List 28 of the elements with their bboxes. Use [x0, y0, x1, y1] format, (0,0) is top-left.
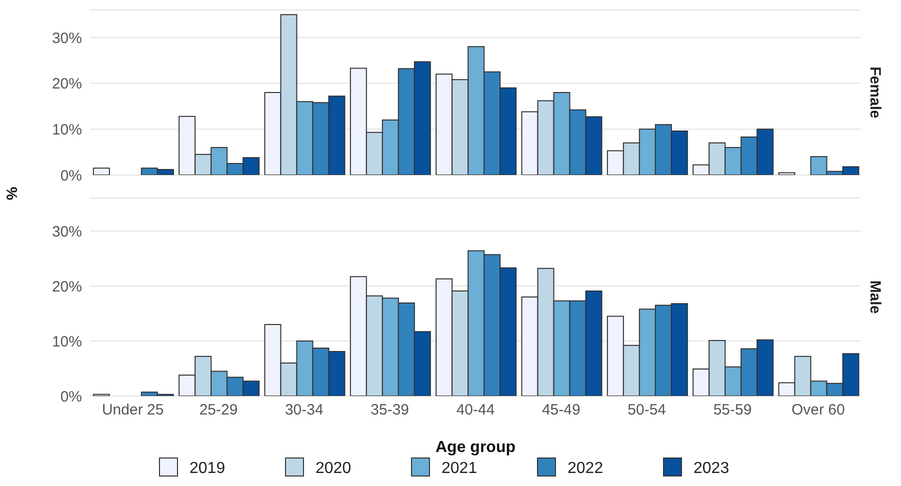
y-tick-label: 30% [52, 223, 82, 240]
legend-label: 2021 [442, 460, 478, 477]
y-tick-label: 20% [52, 76, 82, 93]
text: Male [866, 280, 884, 314]
y-tick-label: 10% [52, 121, 82, 138]
y-tick-label: 10% [52, 333, 82, 350]
y-tick-label: 30% [52, 30, 82, 47]
bar [778, 172, 796, 175]
x-tick-label: Under 25 [102, 402, 164, 419]
x-tick-label: 30-34 [284, 402, 324, 419]
y-tick-label: 0% [60, 167, 82, 184]
bar [92, 168, 110, 175]
x-tick-label: 35-39 [370, 402, 410, 419]
y-tick-label: 20% [52, 278, 82, 296]
legend-label: 2020 [316, 460, 352, 477]
x-axis-title: Age group [436, 439, 516, 456]
y-tick-label: 0% [60, 388, 82, 406]
x-tick-label: 50-54 [628, 402, 666, 419]
x-tick-label: 25-29 [199, 402, 238, 419]
legend-label: 2022 [568, 460, 604, 477]
legend-label: 2023 [694, 460, 730, 477]
x-tick-label: 55-59 [713, 402, 752, 419]
text: Female [866, 66, 884, 118]
y-axis-title: % [4, 186, 22, 200]
x-tick-label: 40-44 [456, 402, 495, 419]
x-tick-label: Over 60 [791, 402, 845, 419]
x-tick-label: 45-49 [542, 402, 580, 419]
legend-label: 2019 [190, 460, 226, 477]
